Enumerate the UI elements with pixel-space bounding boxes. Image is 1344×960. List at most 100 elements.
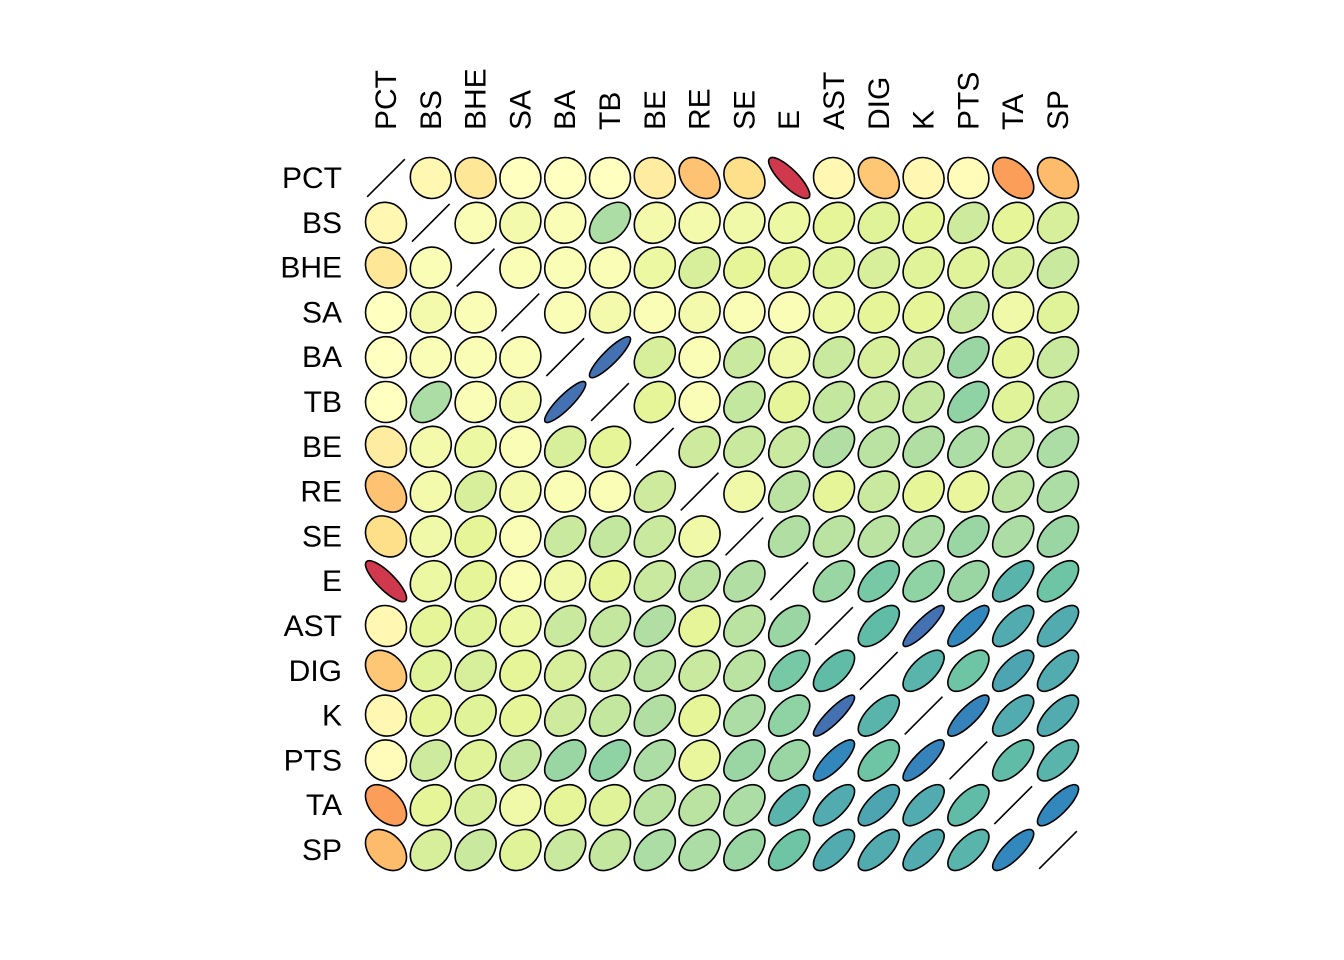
row-label-dig: DIG	[289, 655, 342, 688]
cell-k-sa	[499, 694, 542, 737]
cell-e-k	[902, 559, 945, 603]
row-label-sa: SA	[302, 296, 342, 329]
cell-sp-bhe	[454, 828, 497, 872]
cell-dig-sa	[499, 649, 542, 693]
cell-be-sa	[499, 425, 542, 469]
cell-tb-dig	[857, 380, 901, 424]
cell-ast-e	[767, 604, 811, 648]
row-label-re: RE	[300, 476, 342, 509]
column-label-tb: TB	[594, 92, 627, 130]
cell-sa-sa	[500, 292, 540, 332]
cell-be-be	[635, 427, 675, 467]
cell-bhe-k	[902, 246, 945, 289]
cell-sp-re	[678, 828, 721, 872]
cell-sp-ba	[543, 828, 587, 872]
cell-tb-se	[723, 380, 766, 424]
cell-tb-pct	[364, 380, 408, 424]
column-label-pct: PCT	[370, 70, 403, 130]
cell-sa-ta	[991, 291, 1035, 334]
cell-re-se	[723, 470, 766, 513]
cell-e-e	[769, 561, 809, 601]
cell-sp-pct	[364, 828, 408, 872]
cell-be-re	[678, 425, 721, 469]
cell-se-dig	[857, 515, 901, 558]
column-label-se: SE	[728, 90, 761, 130]
cell-ta-ba	[543, 783, 587, 827]
cell-ta-be	[633, 783, 677, 827]
row-label-se: SE	[302, 520, 342, 553]
cell-pct-bhe	[454, 156, 497, 200]
cell-bhe-sa	[499, 246, 542, 289]
cell-bhe-sp	[1036, 246, 1080, 289]
column-labels: PCT BS BHE SA BA TB BE RE SE E AST DIG K PTS TA SP	[370, 68, 1075, 130]
cell-pts-e	[767, 739, 811, 782]
cell-dig-be	[633, 649, 677, 693]
cell-ast-ast	[814, 606, 854, 646]
cell-tb-e	[767, 380, 811, 424]
cell-bhe-se	[723, 246, 766, 289]
cell-se-bhe	[454, 515, 497, 558]
cell-ba-bhe	[454, 335, 497, 379]
cell-ta-pts	[947, 783, 990, 827]
column-label-ta: TA	[997, 94, 1030, 130]
cell-pts-re	[678, 739, 721, 782]
cell-se-ta	[991, 515, 1035, 558]
cell-sp-ast	[812, 828, 856, 872]
cell-bhe-ta	[991, 246, 1035, 289]
cell-pts-se	[723, 739, 766, 782]
cell-ta-k	[902, 783, 945, 827]
row-label-ta: TA	[306, 789, 342, 822]
cell-be-se	[723, 425, 766, 469]
cell-dig-k	[902, 649, 945, 693]
cell-k-sp	[1036, 694, 1080, 737]
cell-tb-bs	[409, 380, 453, 424]
cell-k-be	[633, 694, 677, 737]
cell-re-k	[902, 470, 945, 513]
row-label-sp: SP	[302, 834, 342, 867]
cell-ast-pct	[364, 604, 408, 648]
cell-re-bhe	[454, 470, 497, 513]
cell-ta-bhe	[454, 783, 497, 827]
cell-ast-bhe	[454, 604, 497, 648]
cell-tb-ba	[543, 380, 587, 424]
cell-k-ta	[991, 694, 1035, 737]
cell-sa-ba	[543, 291, 587, 334]
cell-sa-sp	[1036, 291, 1080, 334]
row-label-e: E	[322, 565, 342, 598]
cell-ba-ba	[545, 337, 585, 377]
cell-k-re	[678, 694, 721, 737]
cell-pts-be	[633, 739, 677, 782]
cell-e-pts	[947, 559, 990, 603]
cell-e-re	[678, 559, 721, 603]
column-label-sa: SA	[504, 90, 537, 130]
cell-be-ba	[543, 425, 587, 469]
cell-ba-bs	[409, 335, 453, 379]
cell-dig-tb	[588, 649, 632, 693]
cell-pts-sp	[1036, 739, 1080, 782]
cell-dig-bs	[409, 649, 453, 693]
cell-se-e	[767, 515, 811, 558]
column-label-ba: BA	[549, 90, 582, 130]
cell-pct-k	[902, 156, 945, 200]
cell-bs-k	[902, 201, 945, 245]
cell-be-ast	[812, 425, 856, 469]
cell-ba-tb	[588, 335, 632, 379]
cell-ba-pct	[364, 335, 408, 379]
cell-se-bs	[409, 515, 453, 558]
cell-be-bhe	[454, 425, 497, 469]
cell-se-pct	[364, 515, 408, 558]
cell-bs-bhe	[454, 201, 497, 245]
cell-pct-dig	[857, 156, 901, 200]
cell-bhe-dig	[857, 246, 901, 289]
cell-bs-sp	[1036, 201, 1080, 245]
cell-k-ast	[812, 694, 856, 737]
cell-ast-pts	[947, 604, 990, 648]
cell-ta-bs	[409, 783, 453, 827]
cell-se-sa	[499, 515, 542, 558]
cell-sp-sp	[1038, 830, 1078, 870]
cell-be-tb	[588, 425, 632, 469]
cell-dig-sp	[1036, 649, 1080, 693]
cell-ba-se	[723, 335, 766, 379]
